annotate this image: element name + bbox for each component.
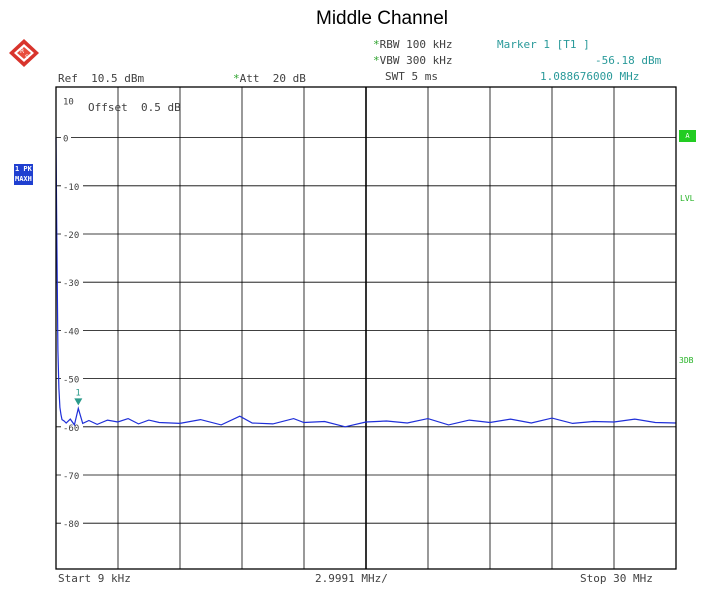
y-tick-label-bg	[61, 230, 83, 240]
frequency-per-division: 2.9991 MHz/	[315, 572, 388, 585]
swt-setting: SWT 5 ms	[385, 70, 438, 83]
y-tick-label: -20	[63, 231, 79, 241]
y-tick-label: -80	[63, 520, 79, 530]
asterisk-icon: *	[373, 38, 380, 51]
marker-level: -56.18 dBm	[595, 54, 662, 67]
start-frequency: Start 9 kHz	[58, 572, 131, 585]
reference-level: Ref 10.5 dBm	[58, 72, 145, 85]
marker-triangle-icon	[74, 398, 83, 406]
asterisk-icon: *	[233, 72, 240, 85]
trace-mode-pk: 1 PK	[14, 164, 33, 175]
y-tick-label-bg	[61, 181, 83, 191]
svg-text:S: S	[25, 54, 29, 61]
y-tick-label-bg	[61, 326, 83, 336]
y-tick-label: -70	[63, 472, 79, 482]
marker-layer: 1	[74, 388, 83, 406]
y-tick-label-bg	[61, 422, 83, 432]
svg-text:R: R	[20, 48, 24, 55]
3db-label: 3DB	[679, 356, 694, 365]
y-tick-label-bg	[61, 278, 83, 288]
chart-title: Middle Channel	[316, 8, 449, 29]
stop-frequency: Stop 30 MHz	[580, 572, 653, 585]
y-tick-label: -40	[63, 327, 79, 337]
marker-frequency: 1.088676000 MHz	[540, 70, 640, 83]
trace-a-badge: A	[679, 130, 696, 142]
y-tick-label: -30	[63, 279, 79, 289]
y-tick-label: 0	[63, 135, 68, 145]
y-tick-label: -60	[63, 424, 79, 434]
attenuation: *Att 20 dB	[233, 72, 306, 85]
lvl-label: LVL	[680, 194, 695, 203]
y-tick-label: 10	[63, 97, 74, 107]
vbw-setting: *VBW 300 kHz	[373, 54, 453, 67]
asterisk-icon: *	[373, 54, 380, 67]
spectrum-trace	[55, 137, 677, 428]
plot-grid	[56, 87, 676, 569]
rbw-setting: *RBW 100 kHz	[373, 38, 453, 51]
y-tick-label: -50	[63, 376, 79, 386]
y-tick-label-bg	[61, 519, 83, 529]
rs-logo-icon: R S	[9, 39, 39, 67]
plot-frame	[55, 86, 677, 570]
trace-mode-maxh: MAXH	[14, 174, 33, 185]
marker-label: 1	[75, 388, 80, 398]
y-tick-label-bg	[61, 374, 83, 384]
offset-text: Offset 0.5 dB	[88, 101, 181, 114]
y-tick-labels: 10 0 -10 -20 -30 -40 -50 -60 -70 -80	[61, 96, 83, 530]
y-tick-label-bg	[61, 133, 71, 143]
marker-title: Marker 1 [T1 ]	[497, 38, 590, 51]
y-tick-label-bg	[61, 96, 77, 106]
y-tick-label: -10	[63, 183, 79, 193]
y-tick-label-bg	[61, 471, 83, 481]
